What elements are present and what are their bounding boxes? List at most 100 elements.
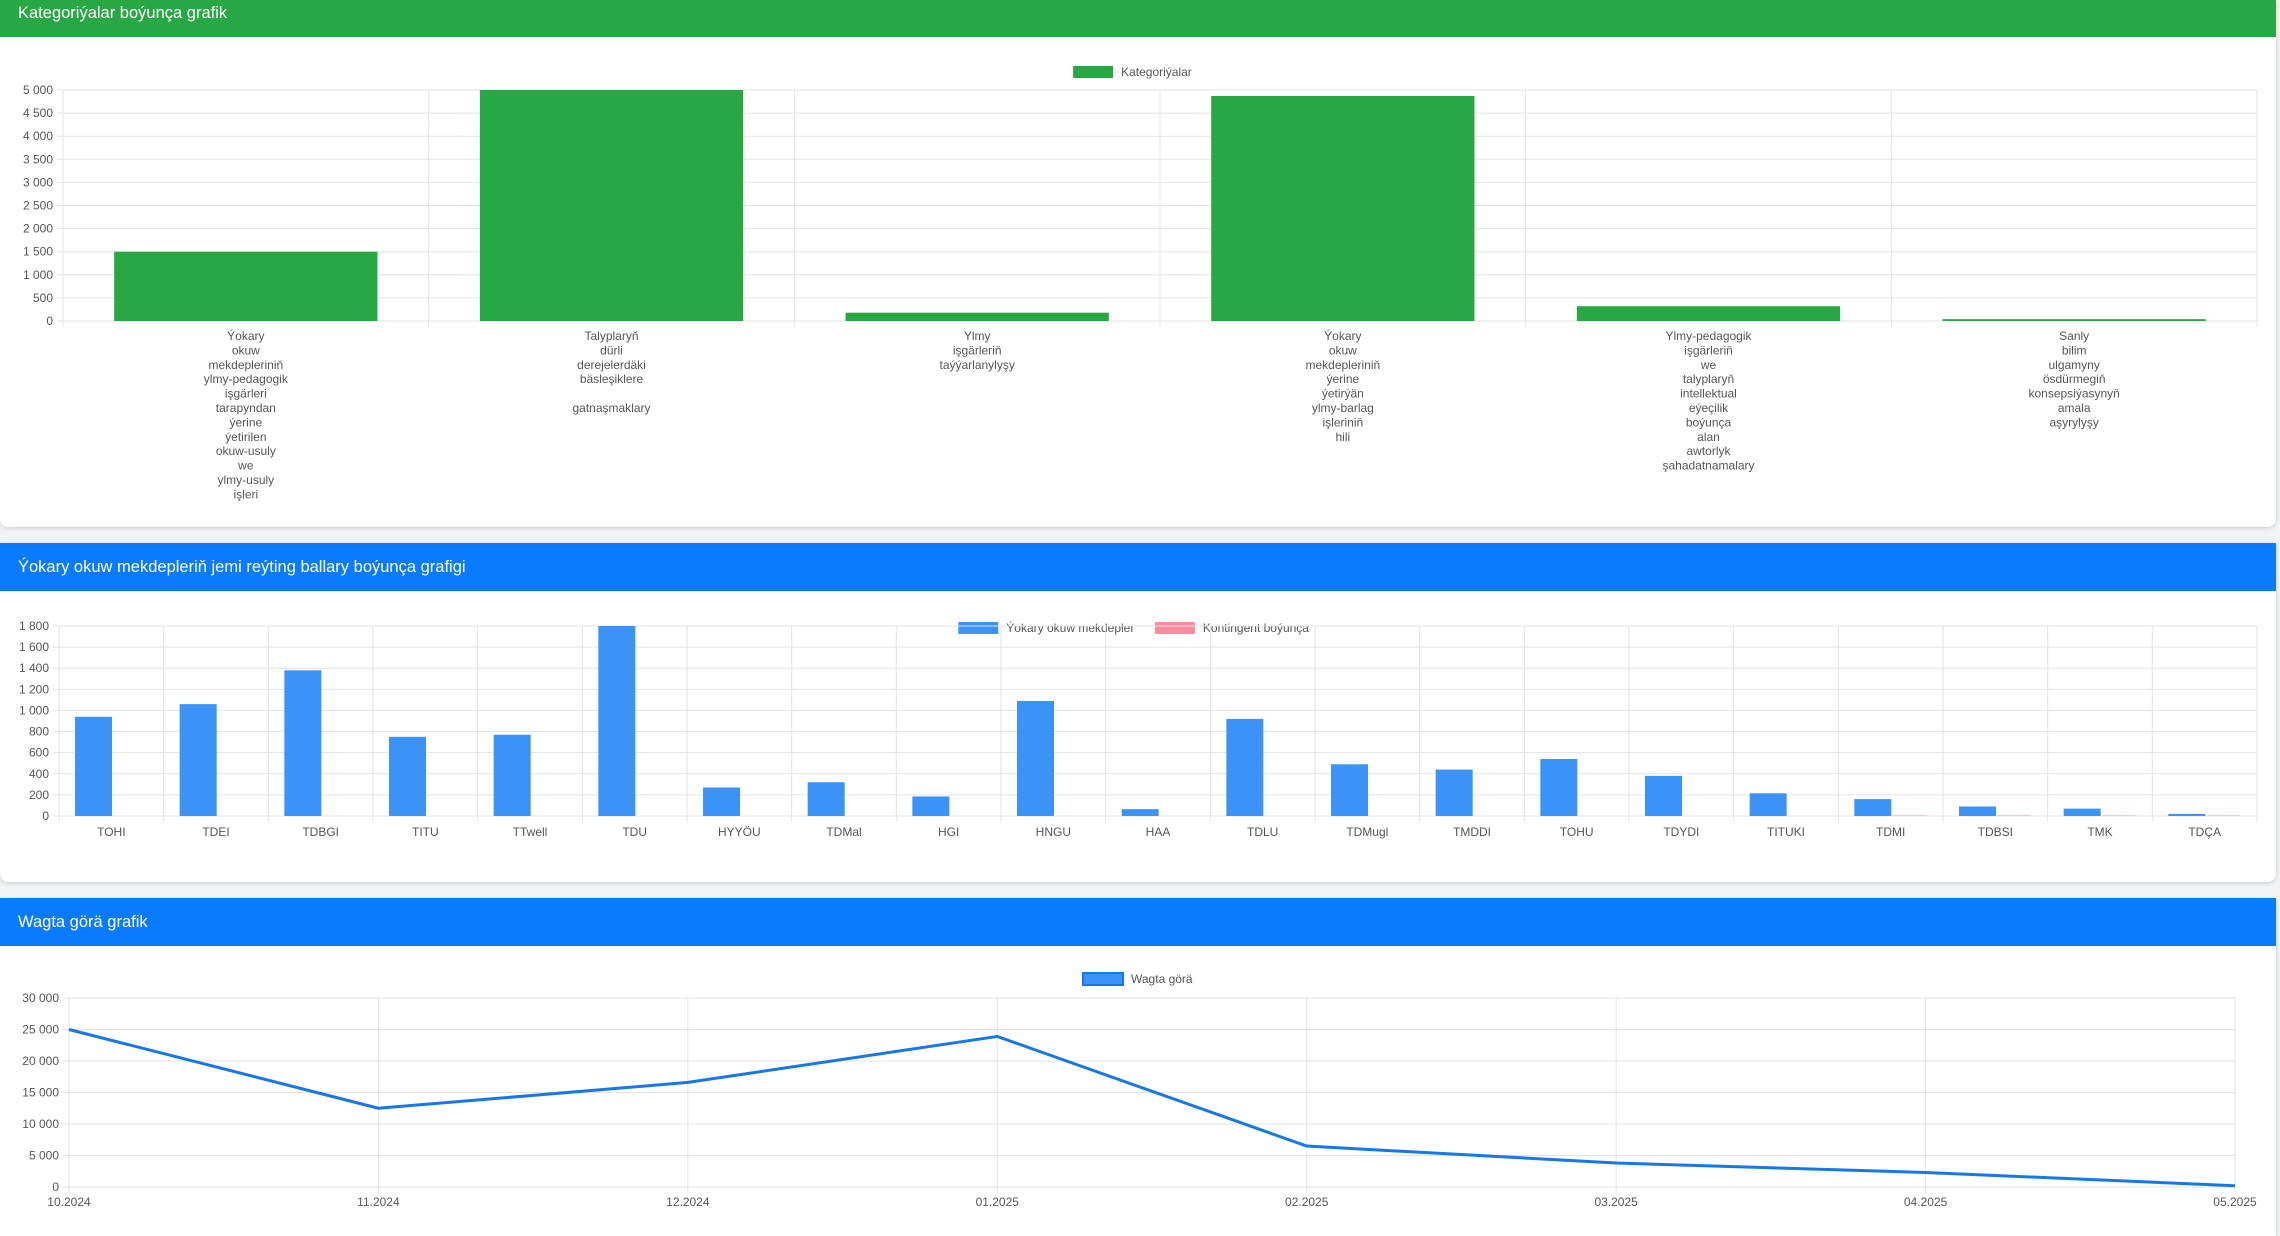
category-bar <box>1942 319 2206 321</box>
rating-chart-card: Ýokary okuw mekdepleriň jemi reýting bal… <box>0 543 2276 882</box>
category-bar <box>1576 306 1841 321</box>
university-bar <box>493 734 531 816</box>
university-bar <box>1121 809 1159 816</box>
x-tick-label: Talyplaryň dürli derejelerdäki bäsleşiklere… <box>572 329 650 415</box>
y-tick-label: 3 000 <box>23 175 53 189</box>
category-chart-body: Kategoriýalar 0 500 1 000 1 500 2 000 2 500 3 0… <box>0 37 2276 527</box>
legend-swatch <box>958 622 999 634</box>
y-tick-label: 1 400 <box>19 661 49 675</box>
x-tick-label: HYYÖU <box>718 825 761 839</box>
legend-label: Wagta görä <box>1131 972 1193 986</box>
y-tick-label: 30 000 <box>22 991 59 1005</box>
x-tick-label: 04.2025 <box>1904 1195 1948 1209</box>
category-bar <box>479 90 744 321</box>
category-bar <box>114 251 378 321</box>
y-tick-label: 2 500 <box>23 199 53 213</box>
x-tick-label: Ylmy işgärleriň taýýarlanylyşy <box>939 329 1014 372</box>
y-tick-label: 0 <box>42 809 49 823</box>
x-tick-label: TDYDI <box>1663 825 1699 839</box>
contingent-bar <box>2102 815 2136 816</box>
university-bar <box>1017 700 1054 816</box>
university-bar <box>1854 799 1892 816</box>
legend-label: Ýokary okuw mekdepler <box>1006 620 1134 635</box>
y-tick-label: 15 000 <box>22 1086 59 1100</box>
y-tick-label: 2 000 <box>23 222 53 236</box>
y-tick-label: 5 000 <box>23 83 53 97</box>
x-tick-label: TOHU <box>1560 825 1594 839</box>
x-tick-label: HNGU <box>1036 825 1071 839</box>
y-tick-label: 200 <box>29 788 49 802</box>
contingent-bar <box>2207 815 2241 816</box>
category-bar-chart: Kategoriýalar 0 500 1 000 1 500 2 000 2 500 3 0… <box>23 65 2258 501</box>
x-tick-label: Ýokary okuw mekdepleriniň ylmy-pedagogik işg… <box>204 328 289 501</box>
rating-chart-body: Ýokary okuw mekdepler Kontingent boýunça 0… <box>0 591 2276 882</box>
university-bar <box>1749 793 1787 816</box>
x-tick-label: TTwell <box>513 825 548 839</box>
y-tick-label: 5 000 <box>29 1149 59 1163</box>
y-tick-label: 1 000 <box>23 268 53 282</box>
contingent-bar <box>1998 815 2031 816</box>
y-tick-label: 1 800 <box>19 619 49 633</box>
x-tick-label: TDEI <box>202 825 229 839</box>
time-chart-body: Wagta görä 0 5 000 10 000 15 000 20 000 25 000… <box>0 946 2276 1236</box>
x-tick-label: TDBSI <box>1978 825 2013 839</box>
university-bar <box>1959 806 1996 816</box>
legend-swatch <box>1154 622 1195 634</box>
time-chart-card: Wagta görä grafik Wagta görä 0 5 000 10 000… <box>0 898 2276 1236</box>
rating-chart-title: Ýokary okuw mekdepleriň jemi reýting bal… <box>0 543 2276 591</box>
x-tick-label: TDLU <box>1247 825 1278 839</box>
university-bar <box>912 796 950 816</box>
x-tick-label: TDU <box>622 825 647 839</box>
x-tick-label: TDBGI <box>302 825 339 839</box>
time-line-chart: Wagta görä 0 5 000 10 000 15 000 20 000 25 000… <box>22 972 2257 1209</box>
university-bar <box>1645 775 1682 816</box>
x-tick-label: 10.2024 <box>47 1195 91 1209</box>
y-tick-label: 25 000 <box>22 1023 59 1037</box>
university-bar <box>284 670 322 816</box>
university-bar <box>389 736 426 816</box>
y-tick-label: 1 200 <box>19 682 49 696</box>
y-tick-label: 10 000 <box>22 1117 59 1131</box>
legend-label: Kategoriýalar <box>1121 65 1192 79</box>
y-tick-label: 1 000 <box>19 703 49 717</box>
x-tick-label: TOHI <box>97 825 125 839</box>
legend-label: Kontingent boýunça <box>1203 621 1309 635</box>
y-tick-label: 0 <box>52 1180 59 1194</box>
x-tick-label: 12.2024 <box>666 1195 710 1209</box>
rating-bar-chart: Ýokary okuw mekdepler Kontingent boýunça 0… <box>19 619 2258 839</box>
y-tick-label: 600 <box>29 746 49 760</box>
x-tick-label: TITU <box>412 825 439 839</box>
category-bar <box>1211 96 1475 321</box>
category-chart-card: Kategoriýalar boýunça grafik Kategoriýal… <box>0 0 2276 527</box>
x-tick-label: 02.2025 <box>1285 1195 1329 1209</box>
university-bar <box>1435 769 1473 816</box>
x-tick-label: 01.2025 <box>976 1195 1020 1209</box>
y-tick-label: 4 000 <box>23 129 53 143</box>
category-chart-title: Kategoriýalar boýunça grafik <box>0 0 2276 37</box>
x-tick-label: 11.2024 <box>357 1195 400 1209</box>
y-tick-label: 500 <box>33 291 53 305</box>
time-chart-title: Wagta görä grafik <box>0 898 2276 946</box>
university-bar <box>703 787 740 816</box>
contingent-bar <box>1893 815 1927 816</box>
y-tick-label: 800 <box>29 725 49 739</box>
y-tick-label: 1 600 <box>19 640 49 654</box>
x-tick-label: 03.2025 <box>1594 1195 1638 1209</box>
y-tick-label: 20 000 <box>22 1054 59 1068</box>
x-tick-label: TDMugl <box>1346 825 1388 839</box>
university-bar <box>1540 759 1578 816</box>
x-tick-label: TMK <box>2087 825 2112 839</box>
y-tick-label: 1 500 <box>23 245 53 259</box>
university-bar <box>75 716 112 816</box>
x-tick-label: TDÇA <box>2188 825 2221 839</box>
university-bar <box>2063 808 2101 816</box>
series-line-wagta-gora <box>68 1028 2236 1188</box>
y-tick-label: 0 <box>46 314 53 328</box>
university-bar <box>807 782 845 816</box>
university-bar <box>1226 718 1264 816</box>
y-tick-label: 4 500 <box>23 106 53 120</box>
university-bar <box>179 704 217 816</box>
x-tick-label: Ylmy-pedagogik işgärleriň we talyplaryň inte… <box>1662 329 1754 473</box>
legend-swatch <box>1073 66 1114 78</box>
university-bar <box>598 626 636 816</box>
